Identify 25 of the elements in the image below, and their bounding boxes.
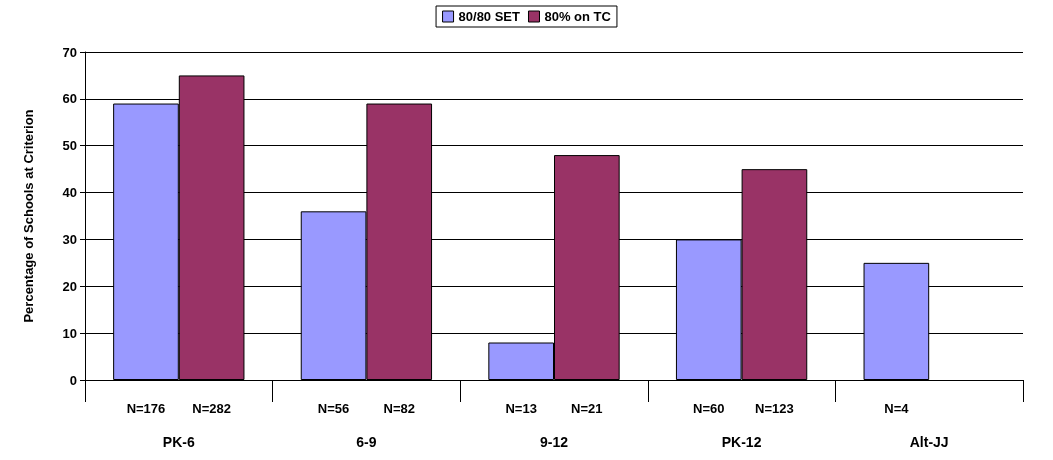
text: N=282 <box>192 401 231 416</box>
text: N=13 <box>505 401 537 416</box>
text: N=4 <box>884 401 910 416</box>
text: N=82 <box>383 401 415 416</box>
text: N=176 <box>126 401 166 416</box>
y-tick-label: 20 <box>62 278 77 294</box>
x-tick-label: PK-12 <box>721 434 762 450</box>
y-axis-title: Percentage of Schools at Criterion <box>21 109 36 323</box>
y-tick-label: 0 <box>69 372 77 388</box>
legend-label: 80% on TC <box>544 9 612 24</box>
y-tick-label: 30 <box>62 231 77 247</box>
y-tick-label: 40 <box>62 185 77 201</box>
text: N=123 <box>755 401 794 416</box>
x-tick-label: 6-9 <box>356 434 377 450</box>
x-tick-label: Alt-JJ <box>909 434 949 450</box>
legend-label: 80/80 SET <box>458 9 521 24</box>
y-tick-label: 60 <box>62 91 77 107</box>
x-tick-label: 9-12 <box>539 434 569 450</box>
y-tick-label: 10 <box>62 325 77 341</box>
text: N=21 <box>571 401 603 416</box>
y-tick-label: 70 <box>62 44 77 60</box>
text: N=60 <box>693 401 725 416</box>
text: N=56 <box>317 401 350 416</box>
y-tick-label: 50 <box>62 138 77 154</box>
x-tick-label: PK-6 <box>162 434 195 450</box>
